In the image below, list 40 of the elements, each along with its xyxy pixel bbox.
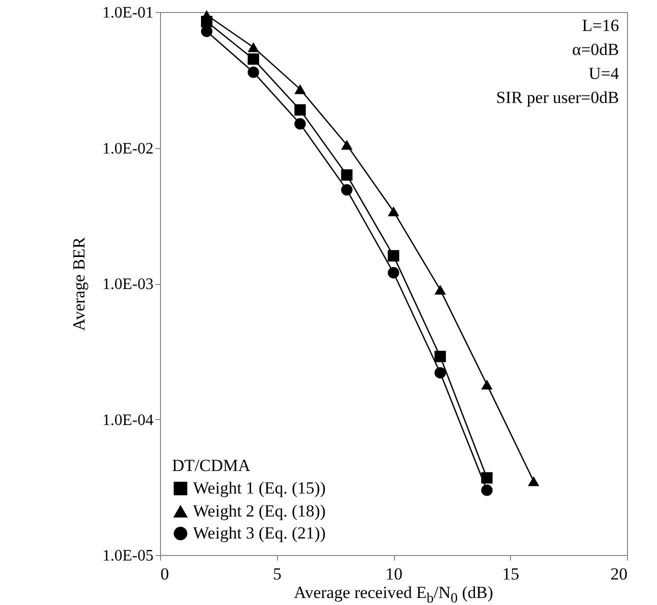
- y-tick-label: 1.0E-02: [102, 140, 154, 158]
- y-axis-title: Average BER: [69, 236, 88, 331]
- point: [388, 267, 400, 278]
- point: [294, 118, 306, 130]
- point: [434, 367, 446, 378]
- legend-label: Weight 2 (Eq. (18)): [193, 502, 326, 520]
- point: [528, 476, 540, 486]
- annotation: L=16: [582, 16, 619, 35]
- x-tick-label: 20: [610, 564, 628, 584]
- point: [388, 206, 400, 216]
- point: [248, 42, 260, 52]
- point: [481, 484, 493, 496]
- point: [434, 350, 446, 362]
- y-tick-label: 1.0E-04: [102, 412, 154, 429]
- legend-title: DT/CDMA: [172, 456, 252, 475]
- annotation: SIR per user=0dB: [496, 88, 619, 107]
- annotation: U=4: [588, 64, 620, 83]
- annotation: α=0dB: [572, 40, 619, 59]
- point: [294, 104, 306, 116]
- x-tick-label: 15: [502, 564, 520, 584]
- point: [248, 66, 260, 78]
- point: [294, 84, 306, 94]
- point: [388, 250, 400, 262]
- point: [481, 380, 493, 390]
- x-axis-title: Average received E$_{b}$/N$_{0}$ (dB): [292, 583, 494, 605]
- point: [341, 169, 352, 181]
- x-tick-label: 5: [273, 564, 282, 584]
- point: [341, 184, 352, 196]
- y-tick-label: 1.0E-05: [102, 548, 154, 564]
- y-tick-label: 1.0E-03: [102, 276, 154, 293]
- point: [434, 284, 446, 295]
- x-tick-label: 10: [386, 564, 402, 584]
- point: [248, 53, 260, 65]
- y-tick-label: 1.0E-01: [102, 4, 154, 22]
- point: [481, 472, 493, 484]
- x-tick-label: 0: [160, 564, 169, 584]
- point: [201, 26, 212, 38]
- legend-label: Weight 1 (Eq. (15)): [193, 478, 326, 498]
- point: [341, 140, 352, 150]
- legend-label: Weight 3 (Eq. (21)): [193, 524, 326, 542]
